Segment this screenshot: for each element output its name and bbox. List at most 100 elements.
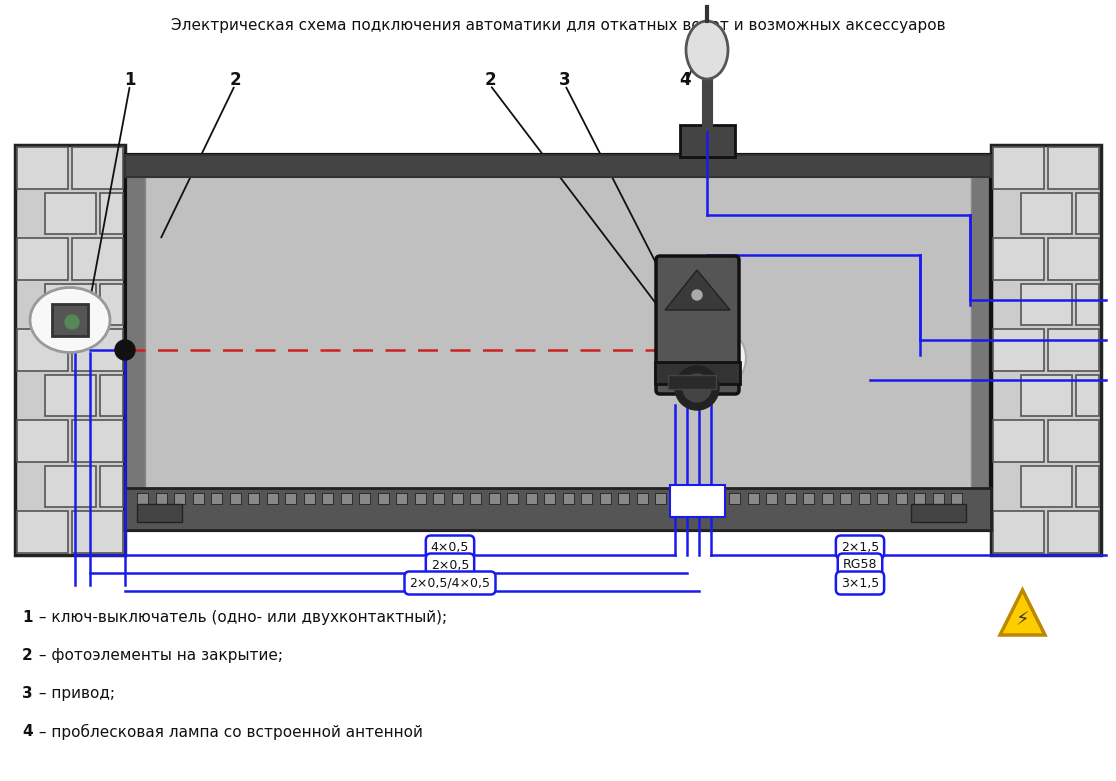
FancyBboxPatch shape	[230, 493, 241, 504]
FancyBboxPatch shape	[73, 512, 123, 553]
FancyBboxPatch shape	[433, 493, 444, 504]
FancyBboxPatch shape	[1048, 330, 1099, 371]
Text: RG58: RG58	[843, 558, 877, 572]
Text: 4: 4	[22, 724, 32, 739]
FancyBboxPatch shape	[599, 493, 610, 504]
FancyBboxPatch shape	[414, 493, 425, 504]
FancyBboxPatch shape	[543, 493, 555, 504]
FancyBboxPatch shape	[785, 493, 796, 504]
FancyBboxPatch shape	[17, 420, 68, 462]
Text: 2: 2	[22, 648, 32, 663]
FancyBboxPatch shape	[895, 493, 906, 504]
FancyBboxPatch shape	[507, 493, 518, 504]
Ellipse shape	[660, 308, 724, 388]
FancyBboxPatch shape	[125, 488, 991, 530]
FancyBboxPatch shape	[1048, 238, 1099, 280]
FancyBboxPatch shape	[877, 493, 888, 504]
FancyBboxPatch shape	[155, 493, 166, 504]
FancyBboxPatch shape	[993, 147, 1043, 188]
Text: ⚡: ⚡	[1016, 610, 1029, 629]
FancyBboxPatch shape	[45, 375, 96, 416]
Circle shape	[683, 374, 711, 402]
FancyBboxPatch shape	[993, 238, 1043, 280]
Polygon shape	[1000, 590, 1045, 635]
FancyBboxPatch shape	[951, 493, 962, 504]
FancyBboxPatch shape	[285, 493, 296, 504]
FancyBboxPatch shape	[993, 512, 1043, 553]
FancyBboxPatch shape	[911, 504, 966, 522]
FancyBboxPatch shape	[396, 493, 407, 504]
Text: Электрическая схема подключения автоматики для откатных ворот и возможных аксесс: Электрическая схема подключения автомати…	[171, 18, 945, 33]
FancyBboxPatch shape	[267, 493, 278, 504]
Text: 3: 3	[22, 686, 32, 701]
FancyBboxPatch shape	[1020, 466, 1071, 508]
FancyBboxPatch shape	[1076, 284, 1099, 325]
FancyBboxPatch shape	[452, 493, 462, 504]
FancyBboxPatch shape	[489, 493, 500, 504]
FancyBboxPatch shape	[45, 284, 96, 325]
FancyBboxPatch shape	[526, 493, 537, 504]
FancyBboxPatch shape	[1076, 466, 1099, 508]
FancyBboxPatch shape	[618, 493, 629, 504]
FancyBboxPatch shape	[248, 493, 259, 504]
FancyBboxPatch shape	[1048, 147, 1099, 188]
FancyBboxPatch shape	[729, 493, 740, 504]
FancyBboxPatch shape	[45, 466, 96, 508]
FancyBboxPatch shape	[323, 493, 333, 504]
FancyBboxPatch shape	[991, 145, 1101, 555]
Text: – фотоэлементы на закрытие;: – фотоэлементы на закрытие;	[33, 648, 283, 663]
Ellipse shape	[686, 21, 728, 79]
FancyBboxPatch shape	[73, 147, 123, 188]
Text: 2×0,5: 2×0,5	[431, 558, 469, 572]
FancyBboxPatch shape	[670, 485, 725, 517]
Circle shape	[675, 366, 719, 410]
FancyBboxPatch shape	[673, 493, 684, 504]
FancyBboxPatch shape	[73, 238, 123, 280]
FancyBboxPatch shape	[1048, 512, 1099, 553]
FancyBboxPatch shape	[73, 420, 123, 462]
FancyBboxPatch shape	[470, 493, 481, 504]
Circle shape	[65, 315, 79, 329]
Text: 3×1,5: 3×1,5	[840, 576, 879, 590]
FancyBboxPatch shape	[192, 493, 203, 504]
FancyBboxPatch shape	[145, 175, 971, 510]
Text: – проблесковая лампа со встроенной антенной: – проблесковая лампа со встроенной антен…	[33, 724, 423, 740]
FancyBboxPatch shape	[15, 145, 125, 555]
Text: 2: 2	[484, 71, 496, 89]
Text: 2: 2	[229, 71, 241, 89]
FancyBboxPatch shape	[1020, 375, 1071, 416]
FancyBboxPatch shape	[377, 493, 388, 504]
Text: 1: 1	[22, 610, 32, 625]
FancyBboxPatch shape	[692, 493, 703, 504]
FancyBboxPatch shape	[821, 493, 833, 504]
FancyBboxPatch shape	[655, 493, 666, 504]
FancyBboxPatch shape	[858, 493, 869, 504]
FancyBboxPatch shape	[840, 493, 852, 504]
FancyBboxPatch shape	[17, 147, 68, 188]
FancyBboxPatch shape	[99, 284, 123, 325]
FancyBboxPatch shape	[99, 193, 123, 234]
Text: 2×0,5/4×0,5: 2×0,5/4×0,5	[410, 576, 491, 590]
FancyBboxPatch shape	[1020, 193, 1071, 234]
Text: 1: 1	[124, 71, 136, 89]
Text: – привод;: – привод;	[33, 686, 115, 701]
FancyBboxPatch shape	[45, 193, 96, 234]
FancyBboxPatch shape	[17, 238, 68, 280]
FancyBboxPatch shape	[174, 493, 185, 504]
Text: 4×0,5: 4×0,5	[431, 540, 469, 554]
FancyBboxPatch shape	[1020, 284, 1071, 325]
FancyBboxPatch shape	[137, 493, 148, 504]
FancyBboxPatch shape	[52, 304, 88, 336]
FancyBboxPatch shape	[668, 375, 716, 389]
FancyBboxPatch shape	[1076, 375, 1099, 416]
Circle shape	[692, 290, 702, 300]
Text: 2×1,5: 2×1,5	[840, 540, 879, 554]
FancyBboxPatch shape	[711, 493, 722, 504]
FancyBboxPatch shape	[211, 493, 222, 504]
FancyBboxPatch shape	[137, 504, 182, 522]
FancyBboxPatch shape	[17, 330, 68, 371]
Polygon shape	[665, 270, 730, 310]
Text: 3: 3	[559, 71, 570, 89]
FancyBboxPatch shape	[636, 493, 647, 504]
FancyBboxPatch shape	[359, 493, 371, 504]
